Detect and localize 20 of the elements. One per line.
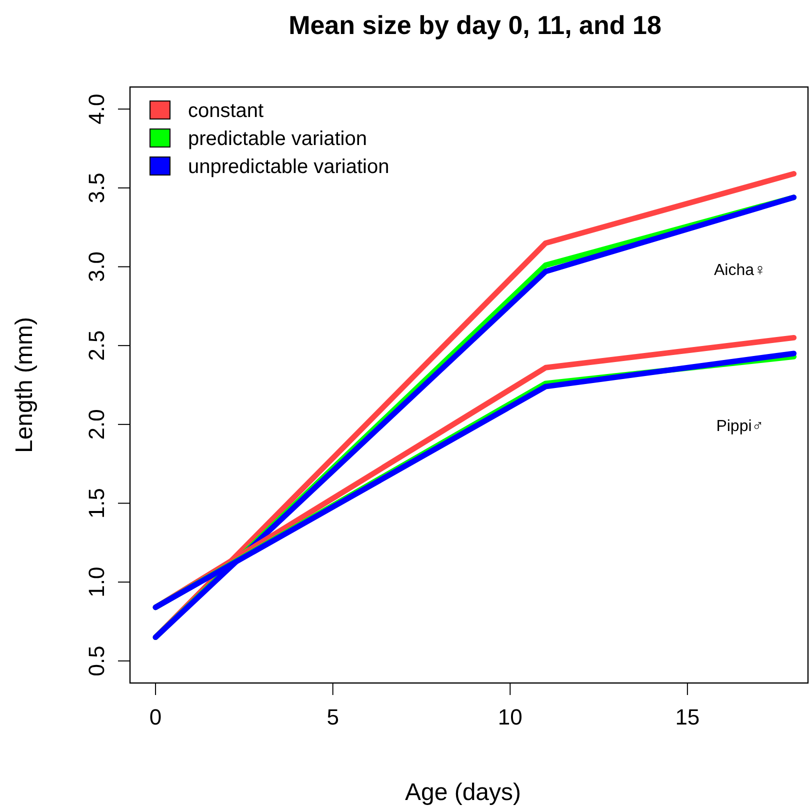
y-tick-label: 0.5: [84, 646, 109, 676]
x-tick-label: 5: [326, 704, 339, 730]
y-axis-title: Length (mm): [11, 316, 38, 454]
annotation: Pippi♂: [716, 418, 764, 436]
legend-label: constant: [188, 100, 264, 122]
y-tick-label: 3.0: [84, 251, 109, 282]
y-tick-label: 3.5: [84, 172, 109, 204]
annotation: Aicha♀: [714, 262, 766, 279]
y-tick-label: 2.0: [84, 409, 109, 440]
y-tick-label: 1.5: [84, 488, 109, 519]
x-tick-label: 0: [149, 704, 162, 730]
x-tick-label: 10: [498, 704, 522, 730]
x-axis-title: Age (days): [404, 779, 522, 806]
y-tick-label: 2.5: [84, 330, 109, 361]
chart-title: Mean size by day 0, 11, and 18: [288, 10, 662, 40]
y-tick-label: 1.0: [84, 566, 109, 598]
legend-label: unpredictable variation: [188, 156, 390, 178]
legend-label: predictable variation: [188, 128, 367, 150]
x-tick-label: 15: [675, 704, 700, 730]
y-tick-label: 4.0: [84, 94, 109, 124]
